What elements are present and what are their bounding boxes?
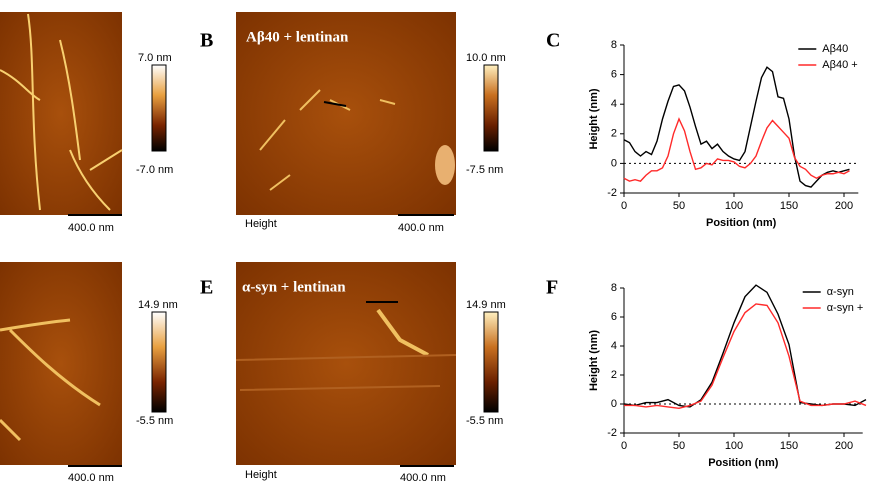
colorbar-min: -7.5 nm: [466, 164, 503, 176]
y-tick-label: 6: [611, 311, 617, 323]
colorbar-min: -7.0 nm: [136, 164, 173, 176]
y-tick-label: 8: [611, 39, 617, 51]
y-tick-label: 2: [611, 128, 617, 140]
x-axis-title: Position (nm): [708, 457, 779, 469]
y-tick-label: 0: [611, 398, 617, 410]
afm-image: [236, 12, 456, 215]
image-title: α-syn + lentinan: [242, 279, 346, 295]
afm-image: [0, 12, 123, 215]
panel-label: C: [546, 30, 560, 52]
colorbar-min: -5.5 nm: [136, 415, 173, 427]
x-tick-label: 150: [780, 200, 798, 212]
afm-image: [0, 262, 122, 465]
image-caption: Height: [245, 469, 277, 481]
afm-image: [235, 262, 457, 465]
colorbar: [483, 64, 499, 152]
colorbar: [151, 64, 167, 152]
x-tick-label: 150: [780, 440, 798, 452]
scale-bar-label: 400.0 nm: [398, 222, 444, 234]
data-line: [623, 66, 850, 188]
y-tick-label: 4: [611, 340, 617, 352]
y-tick-label: 4: [611, 98, 617, 110]
x-tick-label: 100: [725, 200, 743, 212]
colorbar: [151, 311, 167, 413]
colorbar-max: 14.9 nm: [138, 299, 178, 311]
panel-label: E: [200, 277, 213, 299]
legend-label: Aβ40: [822, 43, 848, 55]
y-tick-label: 8: [611, 282, 617, 294]
y-tick-label: 0: [611, 157, 617, 169]
colorbar-max: 10.0 nm: [466, 52, 506, 64]
image-title: Aβ40 + lentinan: [246, 29, 349, 45]
y-tick-label: -2: [607, 187, 617, 199]
scale-bar-label: 400.0 nm: [400, 472, 446, 484]
y-tick-label: 2: [611, 369, 617, 381]
x-tick-label: 0: [621, 200, 627, 212]
colorbar: [483, 311, 499, 413]
x-axis-title: Position (nm): [706, 217, 777, 229]
legend-label: Aβ40 +: [822, 59, 857, 71]
scale-bar-label: 400.0 nm: [68, 222, 114, 234]
profile-line: [323, 101, 347, 107]
colorbar-min: -5.5 nm: [466, 415, 503, 427]
x-tick-label: 200: [835, 200, 853, 212]
x-tick-label: 200: [835, 440, 853, 452]
legend-label: α-syn: [827, 286, 854, 298]
image-caption: Height: [245, 218, 277, 230]
x-tick-label: 50: [673, 200, 685, 212]
y-tick-label: 6: [611, 69, 617, 81]
y-tick-label: -2: [607, 427, 617, 439]
colorbar-max: 14.9 nm: [466, 299, 506, 311]
x-tick-label: 50: [673, 440, 685, 452]
scale-bar-label: 400.0 nm: [68, 472, 114, 484]
panel-label: F: [546, 277, 558, 299]
colorbar-max: 7.0 nm: [138, 52, 172, 64]
y-axis-title: Height (nm): [588, 88, 600, 149]
data-line: [624, 303, 867, 410]
data-line: [623, 117, 850, 182]
legend-label: α-syn +: [827, 302, 864, 314]
x-tick-label: 100: [725, 440, 743, 452]
y-axis-title: Height (nm): [588, 330, 600, 391]
panel-label: B: [200, 30, 213, 52]
x-tick-label: 0: [621, 440, 627, 452]
